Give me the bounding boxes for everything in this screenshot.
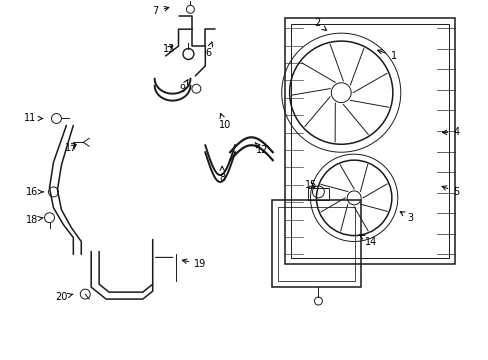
- Text: 20: 20: [55, 292, 73, 302]
- Text: 7: 7: [152, 6, 168, 16]
- Text: 9: 9: [179, 80, 187, 94]
- Bar: [277, 207, 354, 281]
- Text: 12: 12: [255, 143, 267, 155]
- Bar: [307, 188, 328, 200]
- Text: 5: 5: [441, 186, 459, 197]
- Circle shape: [51, 113, 61, 123]
- Text: 1: 1: [377, 50, 396, 61]
- Text: 4: 4: [442, 127, 458, 138]
- Circle shape: [183, 49, 194, 59]
- Circle shape: [44, 213, 54, 223]
- Text: 18: 18: [25, 215, 43, 225]
- Text: 3: 3: [399, 212, 413, 223]
- Text: 11: 11: [23, 113, 42, 123]
- Circle shape: [48, 187, 59, 197]
- Text: 19: 19: [182, 259, 206, 269]
- Text: 16: 16: [25, 187, 43, 197]
- Text: 14: 14: [359, 235, 376, 247]
- Circle shape: [191, 84, 201, 93]
- Circle shape: [80, 289, 90, 299]
- Text: 13: 13: [162, 44, 174, 54]
- Bar: [271, 200, 360, 287]
- Text: 2: 2: [314, 18, 326, 31]
- Text: 6: 6: [205, 42, 212, 58]
- Text: 15: 15: [305, 180, 317, 190]
- Text: 10: 10: [219, 113, 231, 130]
- Text: 17: 17: [65, 143, 78, 153]
- Bar: [290, 24, 448, 258]
- Text: 8: 8: [219, 166, 225, 183]
- Bar: [284, 18, 454, 264]
